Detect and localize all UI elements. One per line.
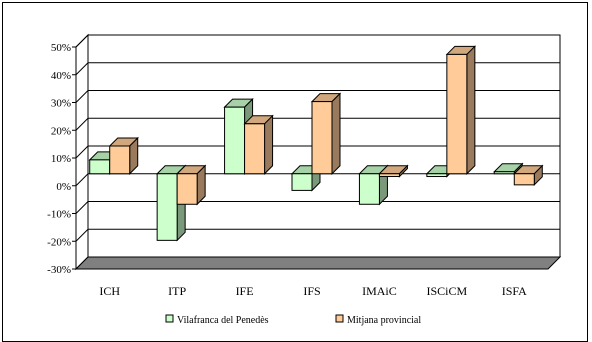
bar-front (493, 171, 515, 175)
gridline-side (75, 90, 89, 103)
bar-front (244, 123, 266, 175)
legend-label: Vilafranca del Penedès (177, 315, 269, 326)
y-tick-label: 10% (51, 153, 71, 165)
y-tick-label: 30% (51, 98, 71, 110)
x-category-label: ITP (168, 284, 186, 298)
bar-provincial (445, 45, 477, 175)
bar-front (176, 173, 198, 205)
bar-front (291, 173, 313, 191)
bar-front (109, 145, 131, 175)
bar-front (426, 173, 448, 178)
gridline-side (75, 228, 89, 242)
bar-front (513, 173, 535, 186)
gridline-side (75, 145, 89, 159)
legend-label: Mitjana provincial (347, 315, 421, 326)
bar-front (311, 101, 333, 175)
x-category-label: IMAiC (362, 284, 397, 298)
legend-swatch (165, 314, 174, 323)
gridline-side (75, 173, 89, 187)
bar-front (89, 159, 111, 175)
x-category-label: IFS (303, 284, 320, 298)
bar-side (264, 114, 274, 175)
bar-front (358, 173, 380, 205)
bar-front (446, 53, 468, 175)
y-tick-label: 40% (51, 70, 71, 82)
bar-provincial (378, 164, 409, 178)
gridline-side (75, 62, 89, 76)
bar-side (331, 92, 341, 175)
bar-provincial (175, 164, 207, 206)
plot-floor (74, 256, 562, 270)
gridline-side (75, 117, 89, 131)
y-tick-label: -20% (47, 236, 71, 248)
gridline-side (75, 201, 89, 214)
bar-front (156, 173, 178, 241)
legend-swatch (335, 314, 344, 323)
bar-provincial (108, 136, 139, 175)
bar-front (378, 173, 400, 178)
x-category-label: IFE (236, 284, 254, 298)
bar-provincial (513, 164, 544, 187)
y-tick-label: -30% (47, 264, 71, 276)
x-category-label: ICH (99, 284, 120, 298)
y-tick-label: -10% (47, 209, 71, 221)
gridline-side (75, 34, 89, 48)
bar-chart: 50% 40% 30% 20% 10% 0% -10% -20% -30% ICH ITP IFE IF… (47, 33, 562, 326)
x-category-label: ISFA (502, 284, 527, 298)
y-tick-label: 50% (51, 42, 71, 54)
x-category-label: ISCiCM (427, 284, 468, 298)
y-tick-label: 20% (51, 125, 71, 137)
bar-provincial (243, 114, 274, 175)
bar-front (224, 106, 246, 175)
bar-side (466, 45, 476, 175)
bar-provincial (310, 92, 342, 175)
bar-vilafranca (358, 164, 389, 206)
y-tick-label: 0% (56, 181, 71, 193)
